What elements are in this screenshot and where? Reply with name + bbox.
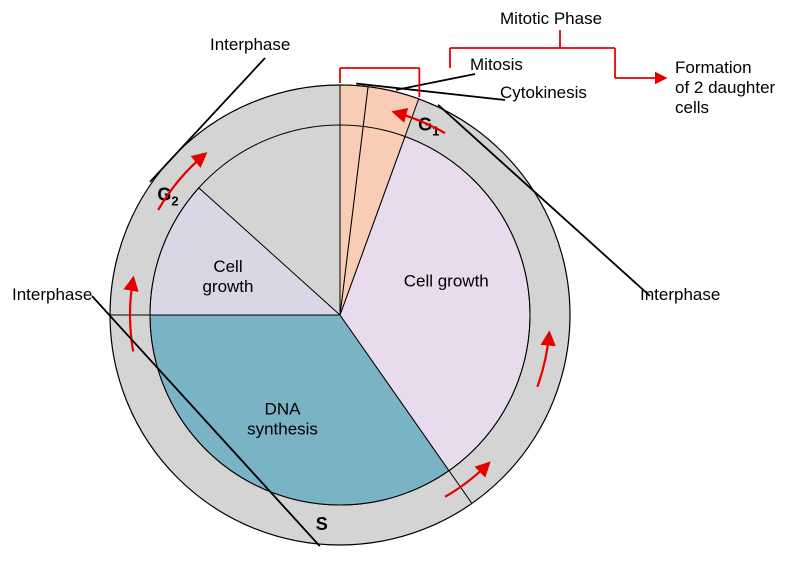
callout-text-g2: Interphase [210, 35, 290, 54]
callout-text-g1: Interphase [640, 285, 720, 304]
sector-inner-label-g1: Cell growth [404, 272, 489, 291]
cell-cycle-diagram: CellgrowthDNAsynthesisCell growthG2SG1In… [0, 0, 800, 561]
ring-label-s: S [316, 514, 328, 534]
callout-text-cytokinesis: Cytokinesis [500, 83, 587, 102]
callout-text-mitosis: Mitosis [470, 55, 523, 74]
callout-text-s: Interphase [12, 285, 92, 304]
callout-line-mitosis [396, 74, 475, 90]
mitotic-phase-title: Mitotic Phase [500, 9, 602, 28]
mitotic-result-text: Formationof 2 daughtercells [675, 58, 776, 117]
